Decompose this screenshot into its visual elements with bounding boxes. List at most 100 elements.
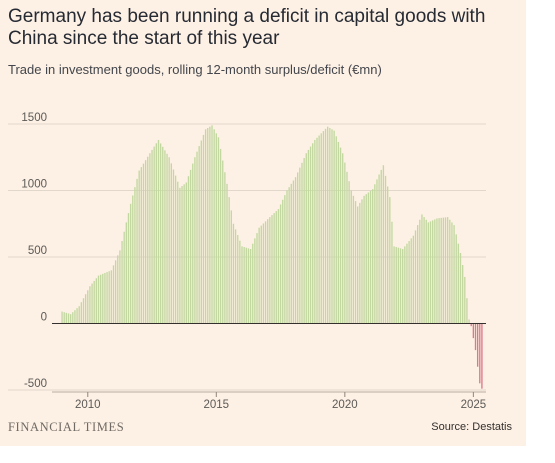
bar xyxy=(335,136,337,324)
bar xyxy=(357,206,359,324)
bar xyxy=(65,312,68,324)
bar xyxy=(260,225,262,324)
bar xyxy=(316,137,318,324)
bar xyxy=(230,210,232,324)
bar xyxy=(331,129,333,324)
bar xyxy=(179,187,181,324)
bar xyxy=(117,255,119,324)
bar xyxy=(457,243,460,324)
bar xyxy=(290,183,292,324)
bar xyxy=(284,195,286,324)
bar xyxy=(121,241,123,324)
bar xyxy=(211,125,213,324)
bar xyxy=(151,149,153,324)
bar xyxy=(369,190,372,324)
bar xyxy=(262,223,265,324)
bar xyxy=(93,280,95,324)
bar xyxy=(147,156,149,324)
bar xyxy=(382,165,385,324)
bar xyxy=(192,163,194,324)
bar xyxy=(95,278,98,324)
bar xyxy=(207,127,209,324)
bar xyxy=(177,181,179,324)
bar-chart: -500 0 500 1000 1500 2010 2015 2020 2025 xyxy=(8,112,487,411)
bar xyxy=(288,187,290,324)
bar xyxy=(380,169,382,324)
bar xyxy=(303,158,305,324)
bar xyxy=(267,219,269,324)
bar xyxy=(237,235,239,324)
bar xyxy=(76,308,78,324)
bar xyxy=(80,302,83,324)
bar xyxy=(436,218,438,324)
bar xyxy=(417,225,419,324)
bar xyxy=(97,275,100,324)
bar xyxy=(421,214,423,324)
y-tick-label: 1000 xyxy=(21,179,47,191)
bar xyxy=(481,323,483,389)
bar xyxy=(249,249,252,324)
bar xyxy=(329,127,331,324)
bar xyxy=(174,175,177,324)
bar xyxy=(204,129,207,324)
bar xyxy=(322,131,325,324)
bar xyxy=(129,203,132,324)
bar xyxy=(464,276,466,324)
bar xyxy=(363,195,365,324)
bar xyxy=(376,179,378,324)
bar xyxy=(307,149,310,324)
bar xyxy=(365,194,367,324)
bar xyxy=(84,294,87,324)
bar xyxy=(444,217,447,324)
bar xyxy=(425,219,427,324)
bar xyxy=(309,146,312,324)
bar xyxy=(461,264,464,324)
bar xyxy=(102,273,104,324)
bar xyxy=(271,215,273,324)
bar xyxy=(333,130,335,324)
bar xyxy=(159,143,162,324)
bar xyxy=(245,247,247,324)
bar xyxy=(140,167,142,324)
bar xyxy=(224,172,226,324)
bar xyxy=(134,187,136,324)
y-tick-label: 1500 xyxy=(21,112,47,124)
bar xyxy=(215,133,217,324)
bar xyxy=(142,163,145,324)
bar xyxy=(144,160,147,324)
bar xyxy=(378,174,380,324)
bar xyxy=(374,184,376,324)
bar xyxy=(337,141,340,324)
bar xyxy=(414,230,417,324)
bar xyxy=(361,199,363,324)
bar xyxy=(442,217,445,324)
bar xyxy=(187,176,190,324)
bar xyxy=(468,319,470,324)
bar xyxy=(350,190,352,324)
bar xyxy=(391,221,393,324)
bar xyxy=(404,246,406,324)
bar xyxy=(241,246,243,324)
bar xyxy=(217,137,220,324)
bar xyxy=(314,139,316,324)
bar xyxy=(344,162,346,324)
bar xyxy=(277,209,280,324)
bar xyxy=(299,167,301,324)
bar xyxy=(185,182,187,324)
bar xyxy=(123,231,125,324)
bar xyxy=(106,272,108,324)
bar xyxy=(419,219,421,324)
bar xyxy=(72,312,74,324)
bar xyxy=(312,143,314,324)
bar xyxy=(183,184,185,324)
bar xyxy=(254,238,256,324)
bar xyxy=(305,153,307,324)
bar xyxy=(127,213,130,324)
bar xyxy=(256,233,258,324)
bar xyxy=(384,175,387,324)
bar xyxy=(219,148,222,324)
bar xyxy=(389,197,391,324)
bar xyxy=(196,151,198,324)
x-tick-label: 2025 xyxy=(461,399,487,411)
bar xyxy=(367,192,370,324)
